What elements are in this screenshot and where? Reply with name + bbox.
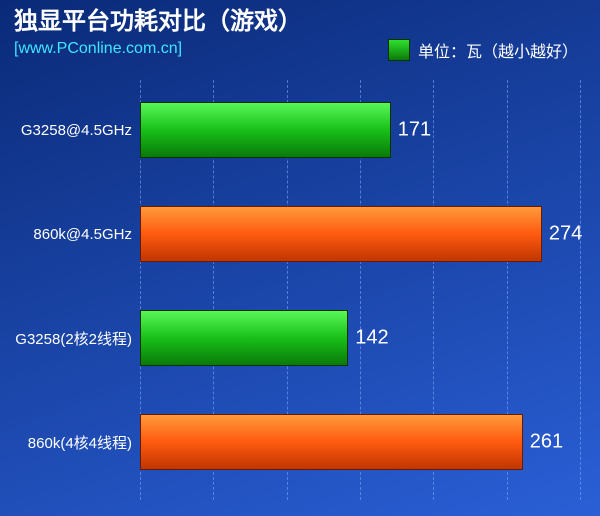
chart-title: 独显平台功耗对比（游戏） [14, 8, 586, 37]
gridline [580, 80, 581, 500]
bar: 142 [140, 310, 348, 366]
legend-text: 单位：瓦（越小越好） [418, 38, 578, 62]
chart-legend: 单位：瓦（越小越好） [388, 38, 578, 62]
bar: 171 [140, 102, 391, 158]
category-label: G3258(2核2线程) [2, 328, 140, 349]
category-label: 860k@4.5GHz [2, 226, 140, 243]
bar: 274 [140, 206, 542, 262]
legend-swatch-icon [388, 39, 410, 61]
power-consumption-chart: 独显平台功耗对比（游戏） [www.PConline.com.cn] 单位：瓦（… [0, 0, 600, 516]
bar-row: G3258@4.5GHz171 [140, 102, 391, 158]
category-label: 860k(4核4线程) [2, 432, 140, 453]
bar-value-label: 142 [347, 327, 388, 350]
bar-row: 860k@4.5GHz274 [140, 206, 542, 262]
bar-row: 860k(4核4线程)261 [140, 414, 523, 470]
bar: 261 [140, 414, 523, 470]
bar-value-label: 261 [522, 431, 563, 454]
bar-row: G3258(2核2线程)142 [140, 310, 348, 366]
plot-area: G3258@4.5GHz171 860k@4.5GHz274 G3258(2核2线程… [140, 80, 580, 500]
category-label: G3258@4.5GHz [2, 122, 140, 139]
bar-value-label: 171 [390, 119, 431, 142]
bar-value-label: 274 [541, 223, 582, 246]
